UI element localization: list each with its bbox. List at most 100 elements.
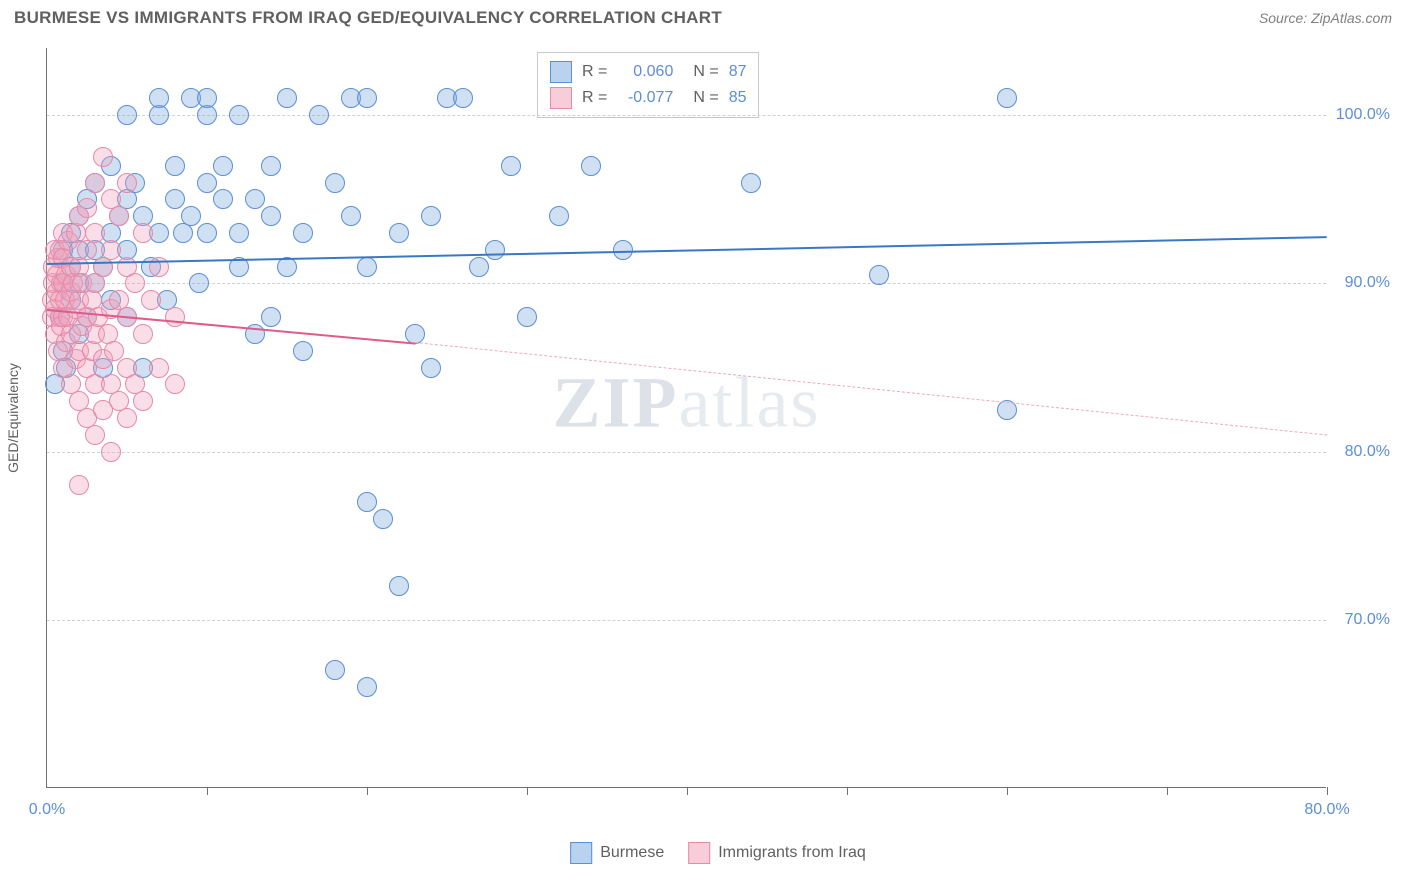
data-point <box>125 273 145 293</box>
data-point <box>133 324 153 344</box>
grid-line <box>47 452 1326 453</box>
x-tick <box>687 787 688 795</box>
data-point <box>325 173 345 193</box>
x-tick <box>367 787 368 795</box>
data-point <box>77 198 97 218</box>
data-point <box>549 206 569 226</box>
x-tick <box>207 787 208 795</box>
data-point <box>229 105 249 125</box>
stats-r-label: R = <box>582 63 607 81</box>
data-point <box>293 341 313 361</box>
data-point <box>141 290 161 310</box>
y-tick-label: 80.0% <box>1345 443 1390 461</box>
data-point <box>469 257 489 277</box>
legend-label-iraq: Immigrants from Iraq <box>718 844 866 862</box>
data-point <box>117 105 137 125</box>
x-tick <box>847 787 848 795</box>
data-point <box>85 425 105 445</box>
grid-line <box>47 283 1326 284</box>
data-point <box>277 88 297 108</box>
legend-swatch-burmese <box>570 842 592 864</box>
legend-item-iraq: Immigrants from Iraq <box>688 842 866 864</box>
data-point <box>357 677 377 697</box>
data-point <box>485 240 505 260</box>
data-point <box>421 358 441 378</box>
data-point <box>197 223 217 243</box>
data-point <box>389 223 409 243</box>
data-point <box>389 576 409 596</box>
data-point <box>869 265 889 285</box>
data-point <box>261 156 281 176</box>
bottom-legend: Burmese Immigrants from Iraq <box>570 842 866 864</box>
data-point <box>325 660 345 680</box>
data-point <box>101 240 121 260</box>
x-tick <box>1327 787 1328 795</box>
data-point <box>93 147 113 167</box>
plot-area: GED/Equivalency ZIPatlas R =0.060N =87R … <box>46 48 1326 788</box>
y-tick-label: 100.0% <box>1336 106 1390 124</box>
watermark: ZIPatlas <box>553 361 821 444</box>
stats-row: R = -0.077 N = 85 <box>550 85 746 111</box>
data-point <box>357 88 377 108</box>
data-point <box>104 341 124 361</box>
stats-n-label: N = <box>693 89 718 107</box>
data-point <box>357 257 377 277</box>
data-point <box>517 307 537 327</box>
data-point <box>453 88 473 108</box>
data-point <box>213 189 233 209</box>
data-point <box>133 391 153 411</box>
watermark-light: atlas <box>679 362 821 442</box>
chart-title: BURMESE VS IMMIGRANTS FROM IRAQ GED/EQUI… <box>14 8 722 28</box>
data-point <box>85 223 105 243</box>
legend-swatch-iraq <box>688 842 710 864</box>
data-point <box>109 206 129 226</box>
data-point <box>165 374 185 394</box>
data-point <box>309 105 329 125</box>
data-point <box>261 307 281 327</box>
trend-line <box>415 342 1327 435</box>
data-point <box>197 88 217 108</box>
data-point <box>501 156 521 176</box>
data-point <box>165 156 185 176</box>
data-point <box>293 223 313 243</box>
data-point <box>357 492 377 512</box>
data-point <box>741 173 761 193</box>
data-point <box>405 324 425 344</box>
y-tick-label: 70.0% <box>1345 611 1390 629</box>
x-tick <box>1007 787 1008 795</box>
grid-line <box>47 620 1326 621</box>
data-point <box>341 206 361 226</box>
data-point <box>181 206 201 226</box>
data-point <box>229 223 249 243</box>
stats-r-value: 0.060 <box>617 63 673 81</box>
data-point <box>245 189 265 209</box>
stats-n-label: N = <box>693 63 718 81</box>
data-point <box>133 223 153 243</box>
title-bar: BURMESE VS IMMIGRANTS FROM IRAQ GED/EQUI… <box>0 0 1406 32</box>
data-point <box>373 509 393 529</box>
data-point <box>189 273 209 293</box>
x-tick-label: 80.0% <box>1304 801 1349 819</box>
stats-swatch <box>550 61 572 83</box>
source-label: Source: ZipAtlas.com <box>1259 10 1392 26</box>
stats-r-label: R = <box>582 89 607 107</box>
data-point <box>101 442 121 462</box>
y-tick-label: 90.0% <box>1345 274 1390 292</box>
watermark-bold: ZIP <box>553 362 679 442</box>
data-point <box>421 206 441 226</box>
data-point <box>261 206 281 226</box>
plot-wrap: GED/Equivalency ZIPatlas R =0.060N =87R … <box>46 48 1390 828</box>
stats-n-value: 87 <box>729 63 747 81</box>
y-axis-label: GED/Equivalency <box>5 363 21 473</box>
legend-item-burmese: Burmese <box>570 842 664 864</box>
data-point <box>149 358 169 378</box>
data-point <box>69 475 89 495</box>
data-point <box>213 156 233 176</box>
x-tick <box>527 787 528 795</box>
stats-swatch <box>550 87 572 109</box>
data-point <box>149 88 169 108</box>
x-tick-label: 0.0% <box>29 801 65 819</box>
stats-n-value: 85 <box>729 89 747 107</box>
data-point <box>997 88 1017 108</box>
stats-r-value: -0.077 <box>617 89 673 107</box>
